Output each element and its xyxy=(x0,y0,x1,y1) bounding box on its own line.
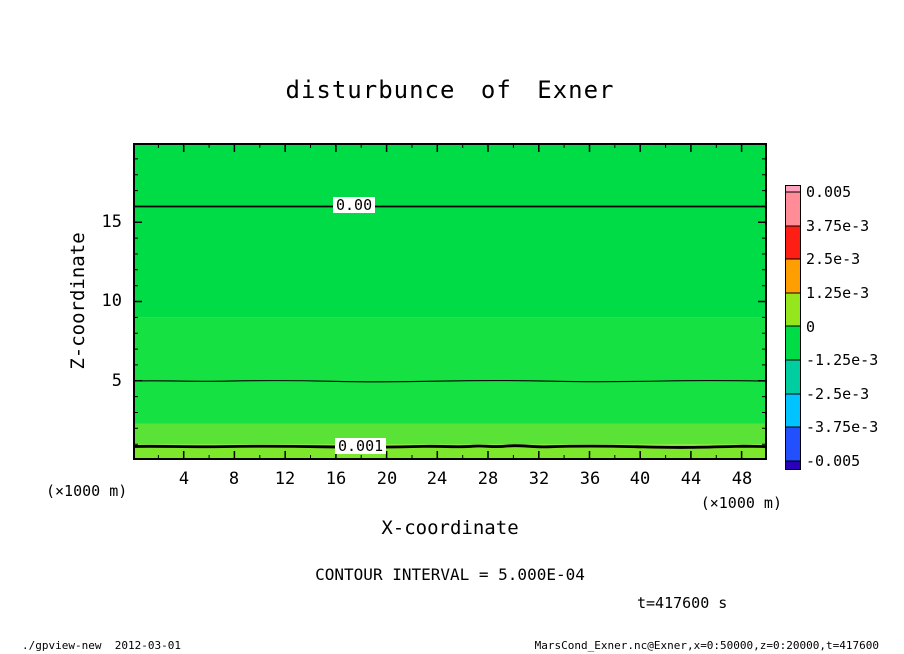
tone-band-middle xyxy=(133,317,767,424)
tone-band-upper xyxy=(133,143,767,318)
contour-label-zero: 0.00 xyxy=(333,197,376,213)
colorbar-cell-6 xyxy=(785,359,801,395)
y-tick-label-15: 15 xyxy=(101,212,122,232)
footer-command: ./gpview-new 2012-03-01 xyxy=(22,639,181,652)
colorbar-label-375e-3: 3.75e-3 xyxy=(806,217,870,235)
contour-label-0001: 0.001 xyxy=(335,438,387,454)
y-axis-minor-ticks-right xyxy=(762,158,767,445)
colorbar-label-0005: 0.005 xyxy=(806,183,852,201)
colorbar-label-neg25e-3: -2.5e-3 xyxy=(806,385,870,403)
time-annotation: t=417600 s xyxy=(637,594,728,612)
contour-interval-note: CONTOUR INTERVAL = 5.000E-04 xyxy=(315,565,585,584)
x-axis-minor-ticks-bottom xyxy=(157,455,717,460)
colorbar-label-neg375e-3: -3.75e-3 xyxy=(806,418,879,436)
tone-band-low xyxy=(133,423,767,445)
contour-line-0001 xyxy=(133,444,767,449)
colorbar-canvas xyxy=(785,185,801,470)
y-tick-label-10: 10 xyxy=(101,291,122,311)
colorbar-cell-cap-bottom xyxy=(785,460,801,470)
x-axis-major-ticks-bottom xyxy=(182,451,743,460)
colorbar-cell-7 xyxy=(785,393,801,428)
x-tick-label-8: 8 xyxy=(228,469,240,489)
x-tick-label-28: 28 xyxy=(477,469,499,489)
y-tick-label-5: 5 xyxy=(111,371,122,391)
colorbar-cell-4 xyxy=(785,292,801,327)
x-tick-label-36: 36 xyxy=(579,469,601,489)
x-axis-unit: (×1000 m) xyxy=(700,494,782,512)
footer-file-info: MarsCond_Exner.nc@Exner,x=0:50000,z=0:20… xyxy=(534,639,879,652)
colorbar-cell-3 xyxy=(785,258,801,294)
x-tick-label-48: 48 xyxy=(731,469,753,489)
x-tick-label-40: 40 xyxy=(629,469,651,489)
colorbar-cell-5 xyxy=(785,325,801,361)
x-axis-minor-ticks-top xyxy=(157,143,717,148)
y-axis-minor-ticks-left xyxy=(133,158,138,445)
x-axis-major-ticks-top xyxy=(182,143,743,152)
plot-canvas xyxy=(133,143,767,460)
x-tick-label-20: 20 xyxy=(376,469,398,489)
x-tick-label-44: 44 xyxy=(680,469,702,489)
plot-title: disturbunce of Exner xyxy=(285,76,615,104)
y-axis-unit: (×1000 m) xyxy=(46,482,128,500)
x-axis-label: X-coordinate xyxy=(381,517,519,539)
colorbar xyxy=(785,185,801,470)
colorbar-cell-8 xyxy=(785,426,801,462)
x-tick-label-16: 16 xyxy=(325,469,347,489)
colorbar-label-125e-3: 1.25e-3 xyxy=(806,284,870,302)
x-tick-label-24: 24 xyxy=(426,469,448,489)
plot-frame xyxy=(133,143,767,460)
colorbar-cell-2 xyxy=(785,225,801,260)
x-tick-label-4: 4 xyxy=(178,469,190,489)
x-tick-label-12: 12 xyxy=(274,469,296,489)
colorbar-label-neg125e-3: -1.25e-3 xyxy=(806,351,879,369)
contour-line-5e-4 xyxy=(133,379,767,383)
colorbar-cell-cap-top xyxy=(785,185,801,193)
colorbar-label-0: 0 xyxy=(806,318,816,336)
x-tick-label-32: 32 xyxy=(528,469,550,489)
colorbar-cell-1 xyxy=(785,191,801,227)
tone-band-surface xyxy=(133,444,767,460)
colorbar-label-25e-3: 2.5e-3 xyxy=(806,250,861,268)
colorbar-label-neg0005: -0.005 xyxy=(806,452,861,470)
plot-area: 0.00 0.001 xyxy=(133,143,767,460)
